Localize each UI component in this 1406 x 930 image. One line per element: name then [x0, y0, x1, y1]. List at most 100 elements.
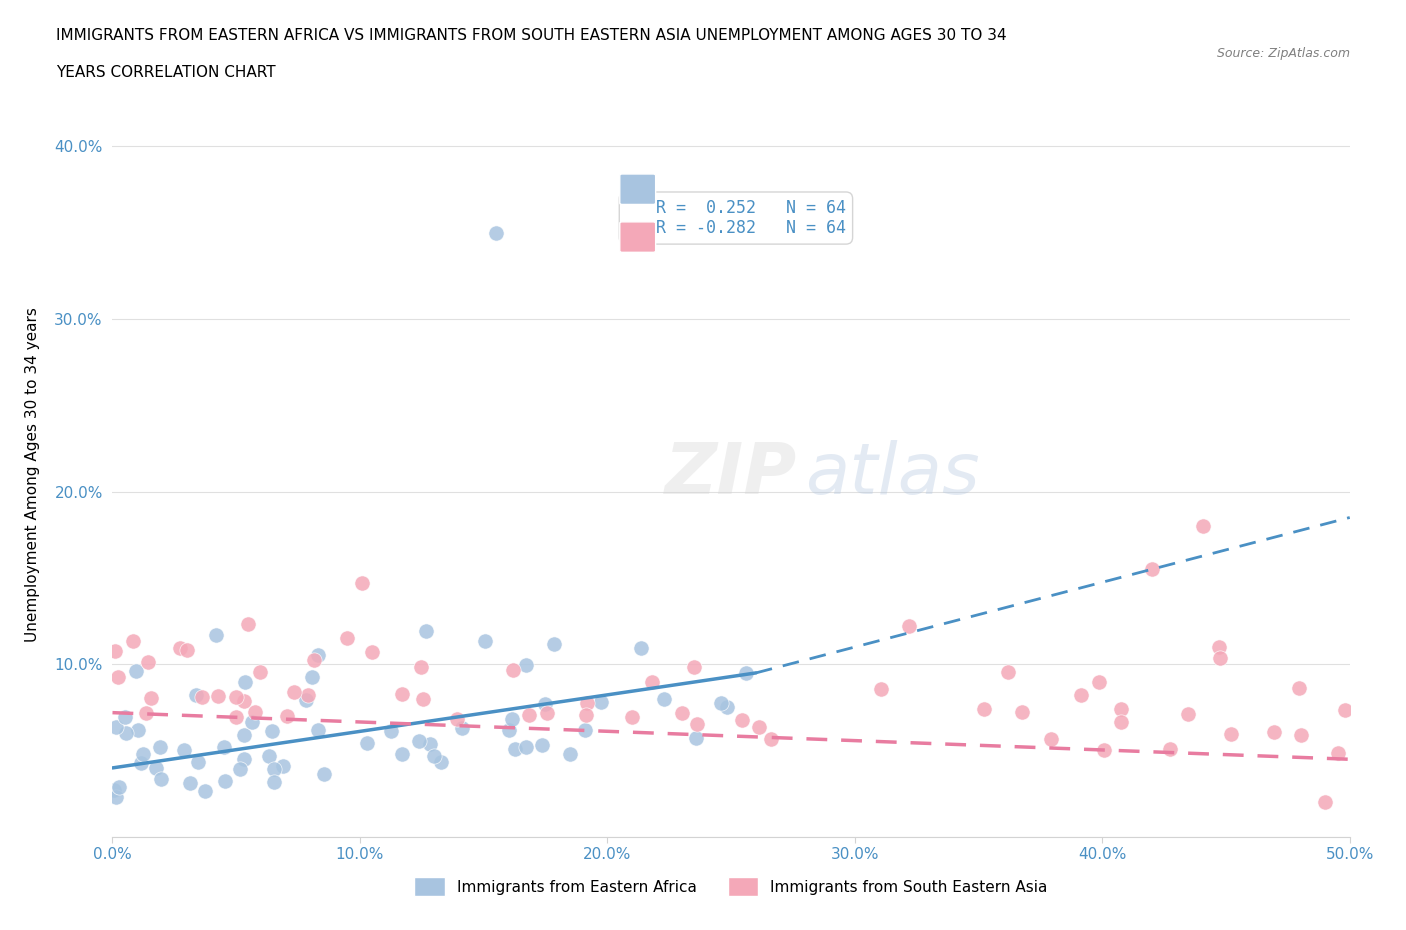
Point — [536, 706, 558, 721]
Point — [503, 742, 526, 757]
Point — [761, 732, 783, 747]
Point — [498, 723, 520, 737]
Point — [124, 663, 146, 678]
Point — [104, 790, 127, 804]
Point — [297, 687, 319, 702]
Point — [685, 731, 707, 746]
Text: ZIP: ZIP — [665, 440, 797, 509]
Point — [1070, 687, 1092, 702]
Point — [115, 725, 138, 740]
Point — [191, 690, 214, 705]
Point — [233, 694, 256, 709]
Point — [1333, 702, 1355, 717]
Point — [652, 692, 675, 707]
Text: atlas: atlas — [804, 440, 979, 509]
Point — [870, 682, 893, 697]
Point — [446, 711, 468, 726]
Point — [127, 723, 149, 737]
Point — [1109, 714, 1132, 729]
Point — [391, 686, 413, 701]
Point — [307, 648, 329, 663]
Point — [710, 695, 733, 710]
Point — [748, 720, 770, 735]
Point — [1326, 745, 1348, 760]
Point — [240, 714, 263, 729]
Point — [412, 692, 434, 707]
Point — [474, 633, 496, 648]
Point — [1191, 519, 1213, 534]
Point — [630, 640, 652, 655]
FancyBboxPatch shape — [620, 222, 655, 252]
Point — [575, 708, 598, 723]
Point — [276, 709, 298, 724]
Point — [336, 630, 359, 644]
Point — [232, 727, 254, 742]
Point — [1011, 705, 1033, 720]
Text: IMMIGRANTS FROM EASTERN AFRICA VS IMMIGRANTS FROM SOUTH EASTERN ASIA UNEMPLOYMEN: IMMIGRANTS FROM EASTERN AFRICA VS IMMIGR… — [56, 28, 1007, 43]
Point — [263, 775, 285, 790]
Point — [249, 664, 271, 679]
Point — [897, 618, 920, 633]
Point — [408, 734, 430, 749]
Point — [641, 675, 664, 690]
Point — [352, 575, 374, 590]
Point — [312, 766, 335, 781]
Point — [1289, 727, 1312, 742]
Point — [1039, 732, 1062, 747]
Point — [307, 723, 329, 737]
Point — [129, 755, 152, 770]
Point — [283, 684, 305, 699]
Point — [716, 699, 738, 714]
Point — [515, 739, 537, 754]
Point — [132, 747, 155, 762]
Point — [295, 692, 318, 707]
Point — [214, 740, 236, 755]
Point — [574, 723, 596, 737]
Point — [1263, 724, 1285, 739]
Point — [176, 643, 198, 658]
Point — [207, 688, 229, 703]
Point — [136, 655, 159, 670]
Point — [263, 762, 285, 777]
Point — [273, 758, 295, 773]
Point — [671, 705, 693, 720]
Point — [502, 662, 524, 677]
Point — [686, 716, 709, 731]
Point — [391, 747, 413, 762]
Point — [187, 755, 209, 770]
Point — [360, 644, 382, 659]
Point — [409, 660, 432, 675]
Point — [301, 670, 323, 684]
Point — [560, 746, 582, 761]
Point — [257, 749, 280, 764]
Point — [591, 695, 613, 710]
Point — [104, 719, 127, 734]
Point — [1219, 727, 1241, 742]
Point — [534, 696, 557, 711]
Point — [214, 774, 236, 789]
Point — [260, 724, 283, 738]
Point — [1177, 706, 1199, 721]
Point — [517, 707, 540, 722]
Text: R =  0.252   N = 64
   R = -0.282   N = 64: R = 0.252 N = 64 R = -0.282 N = 64 — [626, 199, 846, 237]
Point — [104, 644, 127, 658]
Point — [1313, 795, 1336, 810]
Point — [501, 712, 523, 727]
Point — [683, 660, 706, 675]
Point — [419, 737, 441, 751]
Point — [380, 724, 402, 738]
Point — [1288, 681, 1310, 696]
Point — [543, 636, 565, 651]
FancyBboxPatch shape — [620, 174, 655, 205]
Point — [575, 696, 598, 711]
Point — [731, 712, 754, 727]
Point — [734, 666, 756, 681]
Point — [243, 705, 266, 720]
Point — [485, 225, 508, 240]
Point — [973, 701, 995, 716]
Point — [225, 710, 247, 724]
Y-axis label: Unemployment Among Ages 30 to 34 years: Unemployment Among Ages 30 to 34 years — [25, 307, 41, 642]
Point — [114, 710, 136, 724]
Point — [423, 748, 446, 763]
Point — [205, 628, 228, 643]
